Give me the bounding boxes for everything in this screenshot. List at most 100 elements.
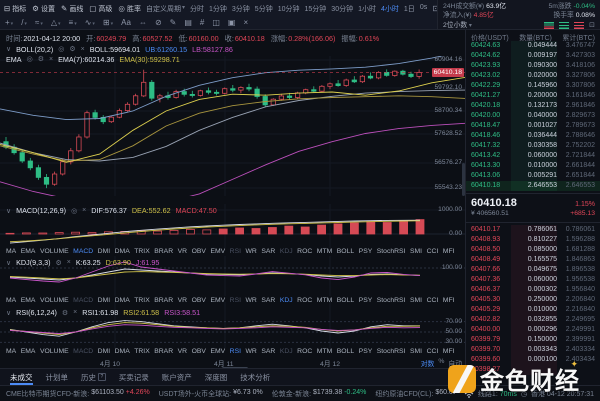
crosshair-tool[interactable]: + ▾ <box>5 17 14 27</box>
indicator-tab-trix[interactable]: TRIX <box>134 348 150 355</box>
win-rate-button[interactable]: ◎ 胜率 <box>118 4 141 13</box>
indicator-tab-ma[interactable]: MA <box>6 248 17 255</box>
bid-row[interactable]: 60408.49 0.165575 1.846863 <box>471 255 595 265</box>
bid-row[interactable]: 60407.36 0.060000 1.956538 <box>471 275 595 285</box>
delete-drawings-tool[interactable]: × <box>243 17 249 27</box>
indicator-tab-smi[interactable]: SMI <box>409 297 423 304</box>
shape-tool[interactable]: △ ▾ <box>50 17 61 27</box>
pattern-tool[interactable]: ⊞ ▾ <box>102 17 114 27</box>
macd-chart[interactable] <box>0 204 465 248</box>
ask-row[interactable]: 60421.27 0.200000 3.161846 <box>471 91 595 101</box>
indicators-button[interactable]: ⊟ 指标 <box>4 4 27 13</box>
bottom-tab-2[interactable]: 历史? <box>81 369 106 385</box>
indicator-tab-kdj[interactable]: KDJ <box>279 248 293 255</box>
gear-icon[interactable]: ⚙ <box>61 309 69 317</box>
draw-line-button[interactable]: ✎ 画线 <box>61 4 84 13</box>
indicator-tab-kdj[interactable]: KDJ <box>279 348 293 355</box>
bottom-tab-6[interactable]: 技术分析 <box>240 372 271 382</box>
indicator-tab-boll[interactable]: BOLL <box>336 248 355 255</box>
indicator-tab-volume[interactable]: VOLUME <box>39 248 69 255</box>
collapse-icon[interactable]: ∨ <box>6 259 12 267</box>
close-icon[interactable]: × <box>82 207 87 214</box>
gear-icon[interactable]: ⚙ <box>69 46 76 53</box>
ask-row[interactable]: 60413.06 0.005291 2.651844 <box>471 171 595 181</box>
ask-row[interactable]: 60423.93 0.090300 3.418106 <box>471 61 595 71</box>
close-icon[interactable]: × <box>80 45 85 53</box>
bid-row[interactable]: 60399.70 0.003343 2.403334 <box>471 345 595 355</box>
orderbook-layout-asks-icon[interactable] <box>559 21 570 29</box>
indicator-tab-macd[interactable]: MACD <box>73 248 94 255</box>
ask-row[interactable]: 60422.29 0.145960 3.307806 <box>471 81 595 91</box>
indicator-tab-kdj[interactable]: KDJ <box>279 297 293 304</box>
indicator-tab-smi[interactable]: SMI <box>409 248 423 255</box>
period-button-4[interactable]: 10分钟 <box>277 5 300 13</box>
indicator-tab-sar[interactable]: SAR <box>261 348 276 355</box>
indicator-tab-dma[interactable]: DMA <box>114 297 130 304</box>
screenshot-tool[interactable]: ▣ <box>227 17 236 27</box>
gear-icon[interactable]: ⚙ <box>55 259 62 267</box>
indicator-tab-cci[interactable]: CCI <box>426 297 439 304</box>
indicator-tab-obv[interactable]: OBV <box>191 248 206 255</box>
indicator-tab-volume[interactable]: VOLUME <box>39 297 69 304</box>
indicator-tab-stochrsi[interactable]: StochRSI <box>376 297 406 304</box>
bottom-tab-1[interactable]: 计划单 <box>45 372 69 382</box>
decimal-precision-dropdown[interactable]: 2位小数 ▾ <box>443 21 472 29</box>
indicator-tab-mtm[interactable]: MTM <box>316 297 333 304</box>
ask-row[interactable]: 60418.46 0.036444 2.788646 <box>471 131 595 141</box>
bid-row[interactable]: 60405.29 0.010000 2.216840 <box>471 305 595 315</box>
orderbook-layout-bids-icon[interactable] <box>574 21 585 29</box>
bid-row[interactable]: 60399.79 0.150000 2.399991 <box>471 335 595 345</box>
ask-row[interactable]: 60413.42 0.060000 2.721844 <box>471 151 595 161</box>
period-button-5[interactable]: 15分钟 <box>304 5 327 13</box>
ask-row[interactable]: 60418.47 0.001027 2.789673 <box>471 121 595 131</box>
bottom-tab-4[interactable]: 账户资产 <box>161 372 192 382</box>
indicator-tab-trix[interactable]: TRIX <box>134 248 150 255</box>
ask-row[interactable]: 60410.18 2.646553 2.646553 <box>466 181 600 191</box>
period-button-6[interactable]: 30分钟 <box>331 5 354 13</box>
indicator-tab-ema[interactable]: EMA <box>20 297 36 304</box>
indicator-tab-stochrsi[interactable]: StochRSI <box>376 348 406 355</box>
indicator-tab-rsi[interactable]: RSI <box>229 348 242 355</box>
kdj-chart[interactable] <box>0 256 465 296</box>
hash-pattern-tool[interactable]: # <box>199 17 205 27</box>
fullscreen-icon[interactable]: ⊡ <box>432 4 437 13</box>
indicator-tab-dma[interactable]: DMA <box>114 248 130 255</box>
indicator-tab-mtm[interactable]: MTM <box>316 248 333 255</box>
indicator-tab-ma[interactable]: MA <box>6 348 17 355</box>
bottom-tab-3[interactable]: 买卖记录 <box>118 372 149 382</box>
indicator-tab-obv[interactable]: OBV <box>191 297 206 304</box>
indicator-tab-mfi[interactable]: MFI <box>442 297 455 304</box>
fill-tool[interactable]: ▤ <box>184 17 192 27</box>
period-button-1[interactable]: 1分钟 <box>208 5 227 13</box>
indicator-tab-dmi[interactable]: DMI <box>97 348 111 355</box>
indicator-tab-obv[interactable]: OBV <box>191 348 206 355</box>
horizontal-scrollbar[interactable] <box>222 367 248 368</box>
indicator-tab-stochrsi[interactable]: StochRSI <box>376 248 406 255</box>
bid-row[interactable]: 60406.37 0.000302 1.956840 <box>471 285 595 295</box>
ask-row[interactable]: 60424.63 0.049444 3.476747 <box>471 41 595 51</box>
bid-row[interactable]: 60402.82 0.032855 2.249695 <box>471 315 595 325</box>
ask-row[interactable]: 60423.02 0.020000 3.327806 <box>471 71 595 81</box>
indicator-tab-macd[interactable]: MACD <box>73 348 94 355</box>
horizontal-line-tool[interactable]: ≡ ▾ <box>68 17 77 27</box>
scale-button[interactable]: % <box>438 358 445 365</box>
bid-row[interactable]: 60405.30 0.250000 2.206840 <box>471 295 595 305</box>
channel-tool[interactable]: ≈ ▾ <box>34 17 43 27</box>
close-icon[interactable]: × <box>66 259 71 266</box>
ask-row[interactable]: 60424.62 0.009197 3.427303 <box>471 51 595 61</box>
period-button-2[interactable]: 3分钟 <box>231 5 250 13</box>
indicator-tab-wr[interactable]: WR <box>245 248 257 255</box>
indicator-tab-rsi[interactable]: RSI <box>229 297 242 304</box>
copy-tool[interactable]: ◫ <box>212 17 220 27</box>
pencil-tool[interactable]: ✎ <box>169 17 177 27</box>
gear-icon[interactable]: ⚙ <box>37 56 44 63</box>
hide-drawings-tool[interactable]: ⊘ <box>154 17 162 27</box>
orderbook-layout-both-icon[interactable] <box>544 21 555 29</box>
trend-line-tool[interactable]: / ▾ <box>21 17 27 27</box>
indicator-tab-brar[interactable]: BRAR <box>154 248 174 255</box>
bid-row[interactable]: 60408.93 0.810227 1.596288 <box>471 235 595 245</box>
indicator-tab-trix[interactable]: TRIX <box>134 297 150 304</box>
eye-icon[interactable]: ◎ <box>71 207 78 215</box>
close-icon[interactable]: × <box>48 55 54 63</box>
indicator-tab-ema[interactable]: EMA <box>20 348 36 355</box>
